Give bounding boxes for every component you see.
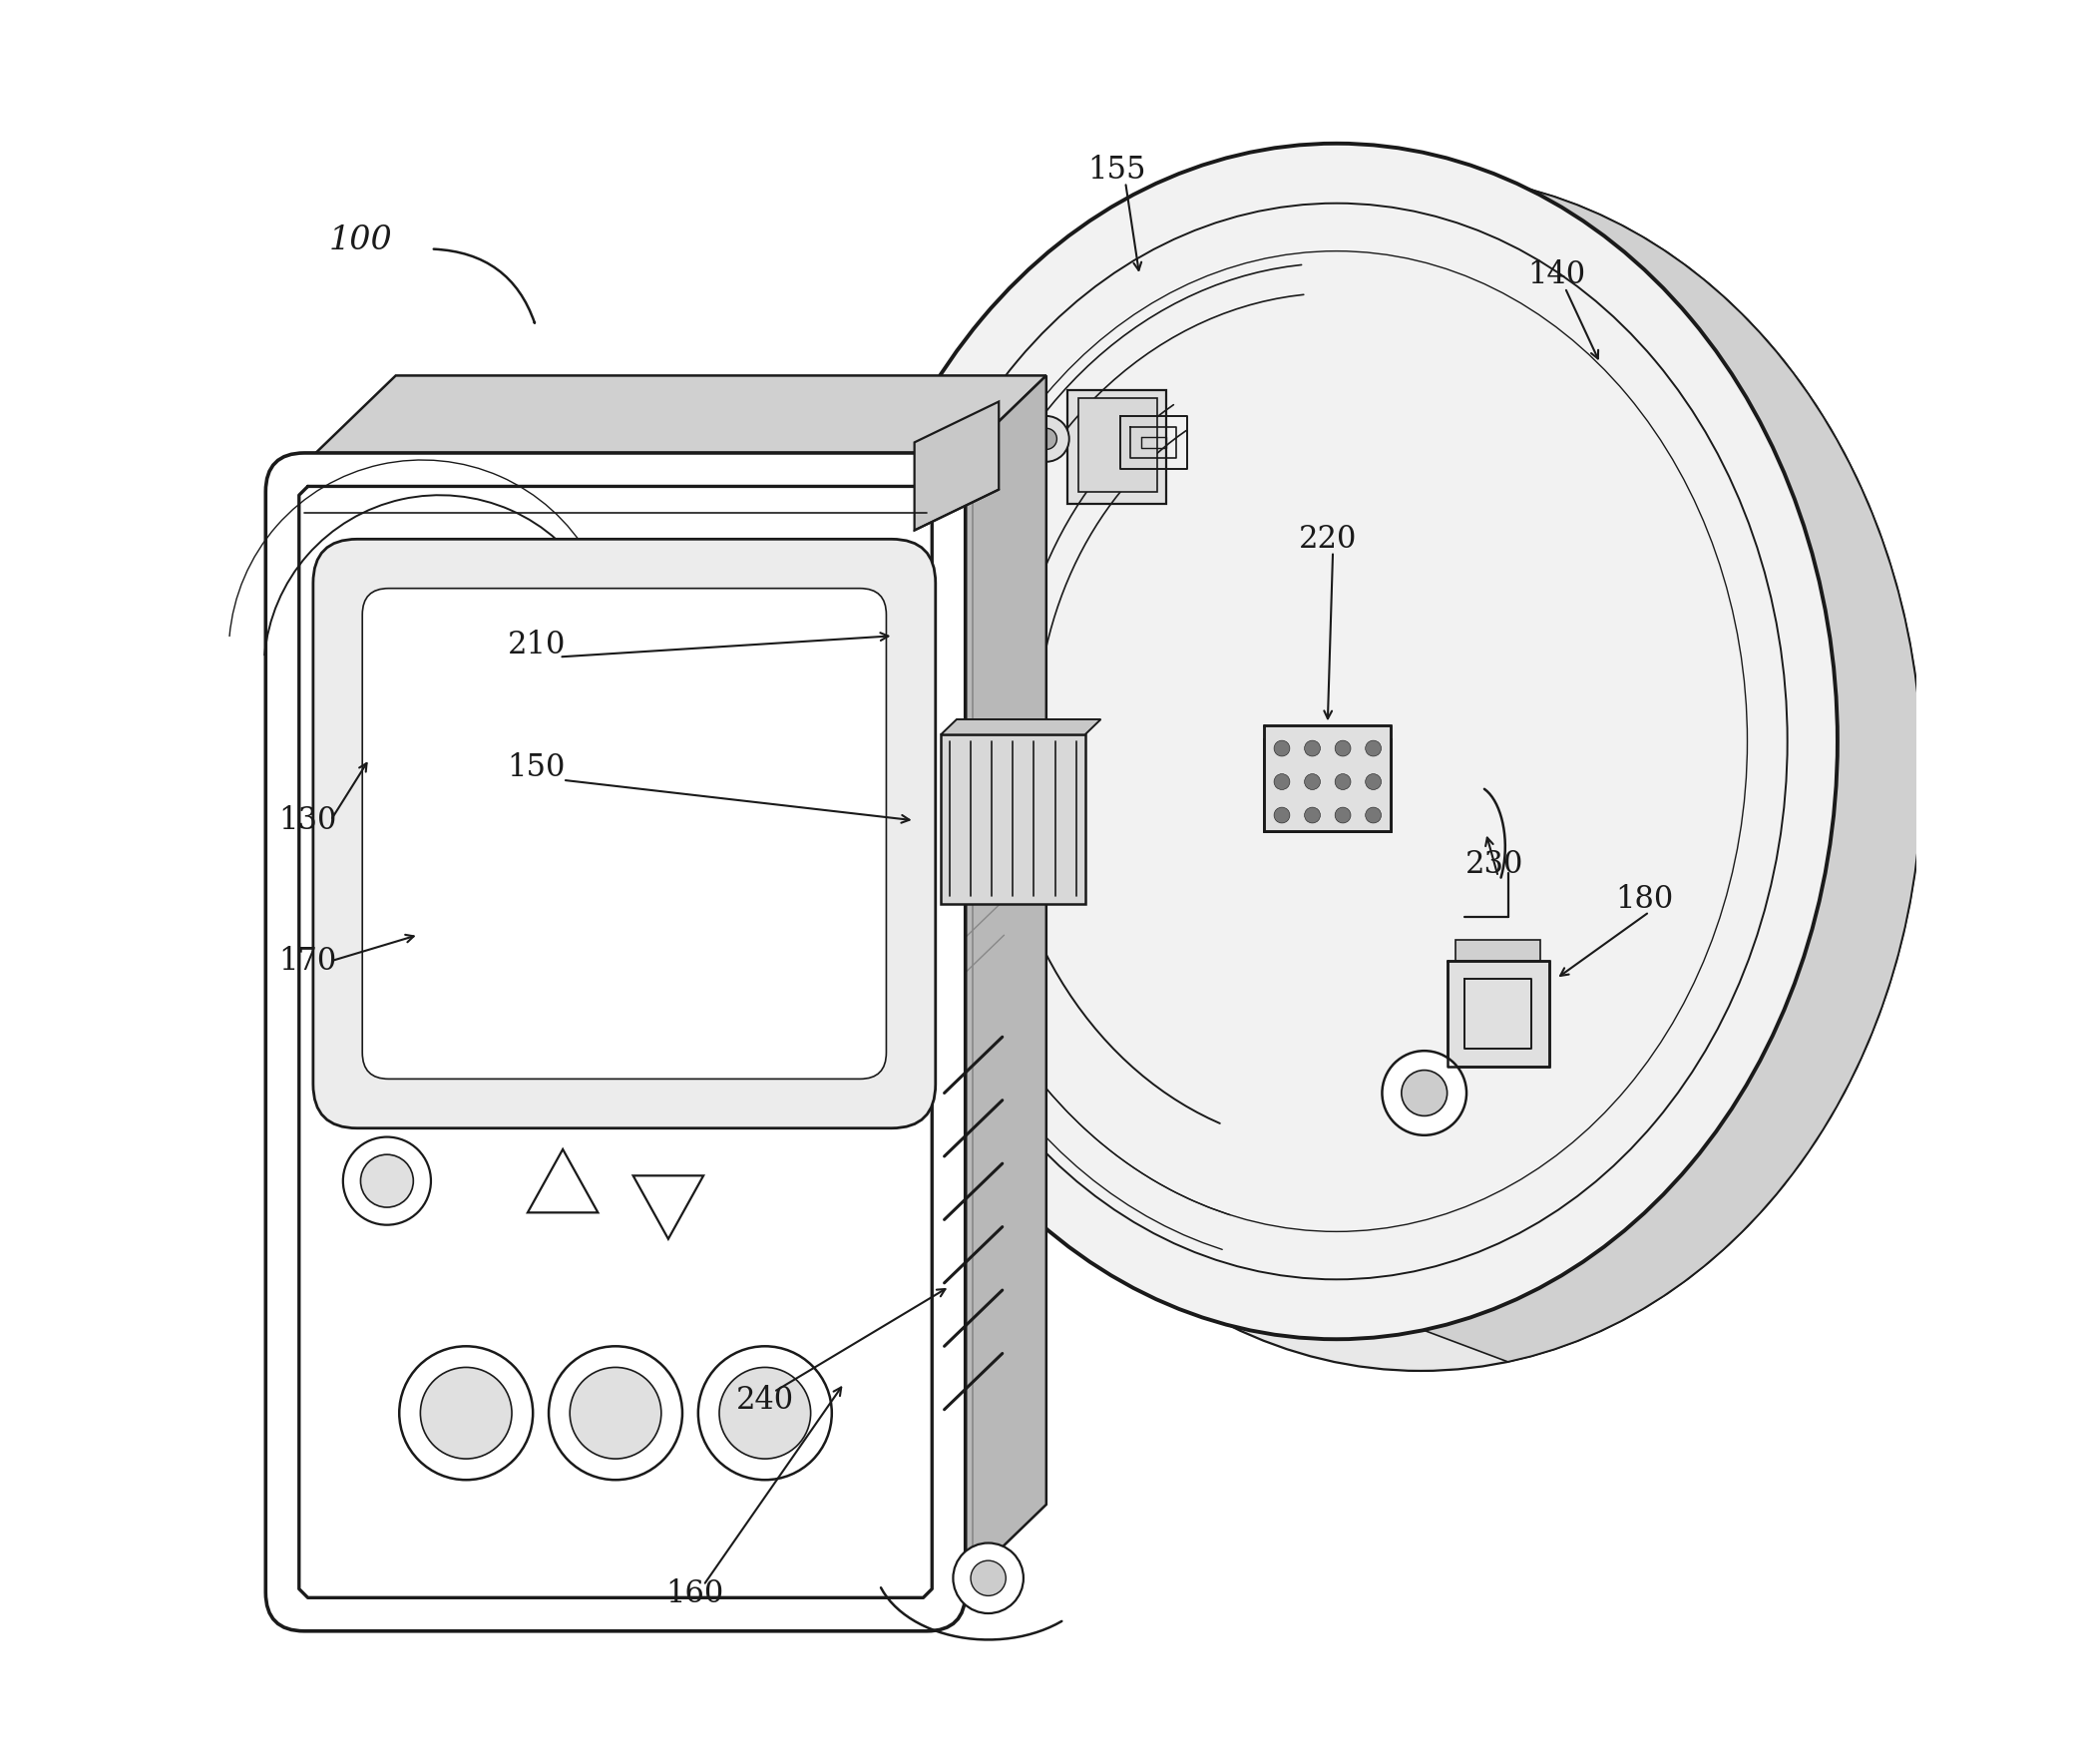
Polygon shape xyxy=(1067,390,1166,505)
FancyArrowPatch shape xyxy=(434,249,535,323)
Text: 180: 180 xyxy=(1614,884,1672,916)
Polygon shape xyxy=(1446,961,1550,1067)
Circle shape xyxy=(720,1367,811,1459)
FancyBboxPatch shape xyxy=(266,453,965,1632)
Polygon shape xyxy=(940,720,1102,734)
Circle shape xyxy=(1334,808,1351,824)
Circle shape xyxy=(1305,741,1320,757)
Text: 160: 160 xyxy=(666,1579,724,1609)
Text: 230: 230 xyxy=(1465,848,1523,880)
Ellipse shape xyxy=(836,143,1838,1339)
Circle shape xyxy=(1334,774,1351,790)
Text: 220: 220 xyxy=(1299,524,1357,554)
Circle shape xyxy=(1401,1071,1446,1117)
Circle shape xyxy=(1274,808,1291,824)
Circle shape xyxy=(971,1561,1006,1596)
Polygon shape xyxy=(291,478,940,1607)
Polygon shape xyxy=(1264,739,1390,831)
Circle shape xyxy=(1382,1051,1467,1136)
Circle shape xyxy=(1305,808,1320,824)
Circle shape xyxy=(361,1155,413,1207)
Circle shape xyxy=(1035,429,1056,450)
Circle shape xyxy=(571,1367,662,1459)
Circle shape xyxy=(697,1346,832,1480)
Text: 150: 150 xyxy=(506,751,566,783)
Text: 170: 170 xyxy=(278,946,336,977)
Circle shape xyxy=(342,1138,432,1224)
Text: 210: 210 xyxy=(506,630,566,660)
Circle shape xyxy=(1274,741,1291,757)
Polygon shape xyxy=(940,734,1085,903)
Circle shape xyxy=(548,1346,683,1480)
Polygon shape xyxy=(1423,152,1921,1362)
Circle shape xyxy=(398,1346,533,1480)
Circle shape xyxy=(1365,808,1382,824)
Circle shape xyxy=(1334,741,1351,757)
Text: 240: 240 xyxy=(737,1385,795,1416)
Circle shape xyxy=(952,1544,1023,1614)
FancyBboxPatch shape xyxy=(313,540,936,1129)
FancyBboxPatch shape xyxy=(363,589,886,1080)
Polygon shape xyxy=(291,376,1046,478)
Polygon shape xyxy=(940,376,1046,1607)
Circle shape xyxy=(1274,774,1291,790)
Text: 130: 130 xyxy=(278,804,336,836)
Circle shape xyxy=(1305,774,1320,790)
Polygon shape xyxy=(1264,725,1390,831)
Text: 100: 100 xyxy=(328,224,392,256)
Text: 140: 140 xyxy=(1527,259,1585,291)
Polygon shape xyxy=(1077,399,1158,492)
Text: 155: 155 xyxy=(1087,155,1145,185)
Polygon shape xyxy=(1457,940,1540,961)
Circle shape xyxy=(421,1367,513,1459)
Circle shape xyxy=(1365,741,1382,757)
Polygon shape xyxy=(915,402,998,531)
Circle shape xyxy=(1365,774,1382,790)
Ellipse shape xyxy=(919,175,1921,1371)
Circle shape xyxy=(1023,416,1069,462)
